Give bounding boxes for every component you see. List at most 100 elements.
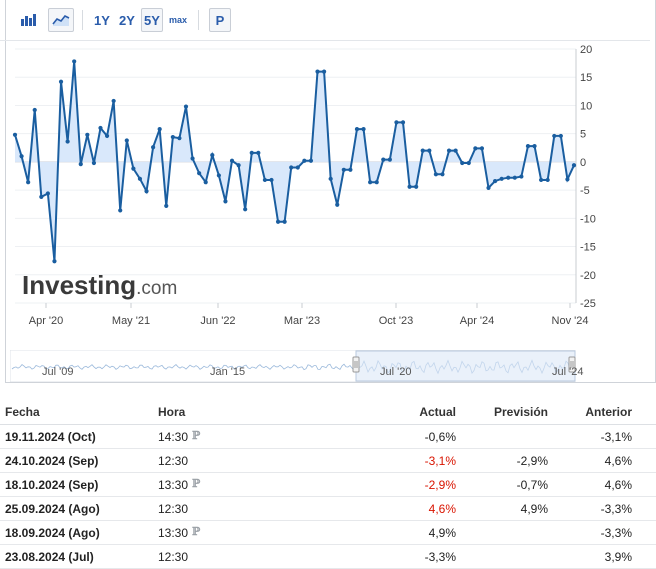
preliminary-button[interactable]: P (209, 8, 231, 32)
data-point[interactable] (157, 127, 162, 132)
data-point[interactable] (354, 127, 360, 132)
data-point[interactable] (473, 146, 478, 151)
data-point[interactable] (335, 202, 340, 207)
data-point[interactable] (229, 158, 235, 163)
navigator-handle-right[interactable] (568, 356, 576, 373)
data-point[interactable] (151, 145, 156, 150)
data-point[interactable] (210, 153, 215, 158)
data-point[interactable] (506, 175, 511, 180)
data-point[interactable] (183, 104, 189, 109)
data-point[interactable] (52, 259, 57, 264)
header-time[interactable]: Hora (158, 405, 186, 419)
data-point[interactable] (104, 133, 110, 139)
data-point[interactable] (381, 157, 386, 162)
data-point[interactable] (308, 158, 314, 163)
data-point[interactable] (466, 160, 471, 166)
data-point[interactable] (91, 160, 97, 166)
data-point[interactable] (400, 120, 406, 125)
range-navigator[interactable]: Jul '09 Jan '15 Jul '20 Jul '24 (10, 350, 590, 382)
data-point[interactable] (440, 172, 445, 177)
navigator-selection[interactable] (355, 350, 576, 382)
data-point[interactable] (262, 177, 268, 183)
data-point[interactable] (499, 176, 504, 181)
data-point[interactable] (328, 176, 333, 181)
data-point[interactable] (85, 132, 90, 137)
data-point[interactable] (302, 158, 307, 163)
data-point[interactable] (361, 127, 366, 132)
data-point[interactable] (387, 157, 392, 162)
data-point[interactable] (545, 177, 550, 183)
data-point[interactable] (571, 163, 577, 168)
data-point[interactable] (19, 154, 24, 159)
data-point[interactable] (72, 59, 77, 64)
data-point[interactable] (532, 143, 537, 149)
data-point[interactable] (118, 208, 123, 213)
data-point[interactable] (223, 199, 228, 204)
bar-chart-icon[interactable] (16, 8, 42, 32)
data-point[interactable] (197, 171, 202, 176)
data-point[interactable] (492, 178, 498, 184)
data-point[interactable] (98, 125, 103, 131)
header-actual[interactable]: Actual (419, 405, 456, 419)
data-point[interactable] (282, 219, 287, 224)
data-point[interactable] (519, 174, 524, 179)
data-point[interactable] (78, 162, 83, 167)
header-date[interactable]: Fecha (5, 405, 40, 419)
header-previous[interactable]: Anterior (585, 405, 632, 419)
data-point[interactable] (131, 166, 136, 171)
range-5y-button[interactable]: 5Y (141, 8, 163, 32)
data-point[interactable] (275, 219, 281, 224)
data-point[interactable] (243, 207, 248, 212)
range-max-button[interactable]: max (168, 15, 187, 25)
data-point[interactable] (407, 184, 412, 189)
data-point[interactable] (374, 180, 379, 185)
data-point[interactable] (203, 180, 208, 185)
data-point[interactable] (58, 79, 64, 84)
range-1y-button[interactable]: 1Y (94, 12, 110, 28)
data-point[interactable] (32, 107, 37, 113)
data-point[interactable] (315, 69, 320, 74)
data-point[interactable] (453, 148, 458, 153)
data-point[interactable] (427, 148, 432, 153)
data-point[interactable] (170, 134, 175, 140)
data-point[interactable] (190, 156, 195, 161)
data-point[interactable] (26, 180, 31, 185)
data-point[interactable] (295, 165, 300, 170)
data-point[interactable] (216, 173, 221, 178)
data-point[interactable] (65, 139, 70, 144)
data-point[interactable] (124, 138, 129, 143)
data-point[interactable] (164, 203, 169, 209)
data-point[interactable] (12, 132, 18, 137)
data-point[interactable] (144, 189, 149, 194)
data-point[interactable] (256, 150, 261, 155)
data-point[interactable] (446, 148, 452, 153)
data-point[interactable] (368, 180, 373, 185)
data-point[interactable] (486, 185, 491, 190)
data-point[interactable] (236, 163, 241, 168)
data-point[interactable] (525, 143, 531, 149)
data-point[interactable] (177, 136, 182, 141)
data-point[interactable] (539, 177, 544, 183)
navigator-handle-left[interactable] (352, 356, 360, 373)
data-point[interactable] (512, 175, 517, 180)
area-chart-icon[interactable] (48, 8, 74, 32)
data-point[interactable] (558, 133, 563, 139)
data-point[interactable] (394, 120, 399, 125)
data-point[interactable] (45, 191, 50, 196)
data-point[interactable] (249, 150, 254, 155)
data-point[interactable] (348, 167, 353, 172)
data-point[interactable] (39, 194, 44, 199)
data-point[interactable] (565, 177, 570, 182)
data-point[interactable] (137, 176, 143, 181)
data-point[interactable] (111, 98, 116, 104)
range-2y-button[interactable]: 2Y (119, 12, 135, 28)
data-point[interactable] (289, 165, 294, 170)
data-point[interactable] (552, 133, 557, 139)
data-point[interactable] (321, 69, 327, 74)
header-forecast[interactable]: Previsión (493, 405, 548, 419)
data-point[interactable] (420, 148, 425, 153)
data-point[interactable] (269, 177, 274, 183)
data-point[interactable] (414, 184, 419, 189)
data-point[interactable] (341, 167, 346, 172)
data-point[interactable] (479, 146, 485, 151)
